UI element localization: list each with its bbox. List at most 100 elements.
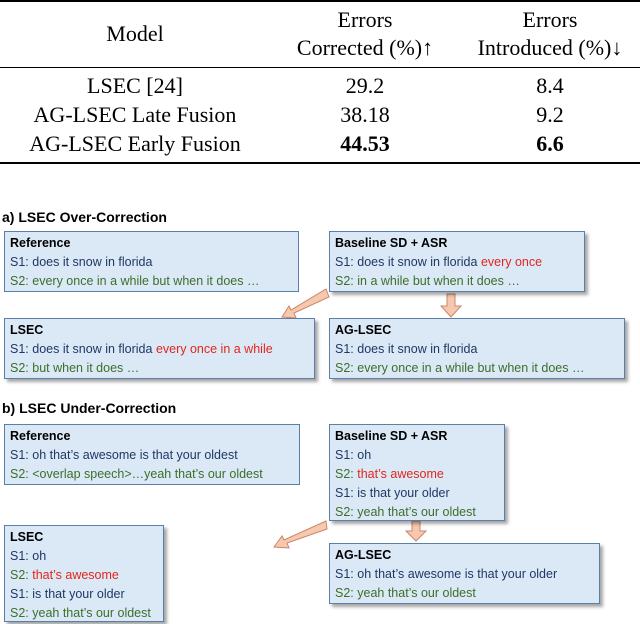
speaker-label: S1: [10, 342, 29, 356]
box-title: Reference [10, 236, 71, 250]
transcript-text: oh [357, 448, 372, 462]
box-b-aglsec: AG-LSEC S1: oh that’s awesome is that yo… [329, 543, 600, 604]
speaker-label: S2: [335, 505, 354, 519]
speaker-line-s1: S1: does it snow in florida [10, 253, 293, 272]
speaker-line-4: S2: yeah that’s our oldest [335, 503, 499, 522]
header-introduced-line2: Introduced (%)↓ [477, 35, 623, 60]
box-a-aglsec: AG-LSEC S1: does it snow in florida S2: … [329, 318, 625, 379]
transcript-text: oh that’s awesome is that your oldest [32, 448, 238, 462]
section-a-title: a) LSEC Over-Correction [2, 209, 167, 225]
speaker-label: S2: [10, 361, 29, 375]
box-title: LSEC [10, 530, 44, 544]
speaker-label: S2: [335, 274, 354, 288]
transcript-text: does it snow in florida [357, 255, 478, 269]
speaker-line-s2: S2: every once in a while but when it do… [10, 272, 293, 291]
row-early-fusion-introduced: 6.6 [536, 131, 564, 156]
row-early-fusion-corrected: 44.53 [340, 131, 390, 156]
speaker-line-1: S1: oh [10, 547, 158, 566]
transcript-text: in a while but when it does … [357, 274, 520, 288]
speaker-label: S2: [10, 606, 29, 620]
transcript-text: does it snow in florida [357, 342, 478, 356]
box-b-baseline: Baseline SD + ASR S1: oh S2: that’s awes… [329, 424, 505, 521]
box-a-baseline: Baseline SD + ASR S1: does it snow in fl… [329, 231, 585, 292]
speaker-line-1: S1: oh [335, 446, 499, 465]
speaker-line-s1: S1: oh that’s awesome is that your older [335, 565, 594, 584]
box-title: LSEC [10, 323, 44, 337]
transcript-text: every once in a while but when it does … [32, 274, 260, 288]
transcript-text: yeah that’s our oldest [357, 505, 476, 519]
box-b-lsec: LSEC S1: oh S2: that’s awesome S1: is th… [4, 525, 164, 622]
speaker-label: S2: [335, 467, 354, 481]
speaker-line-s2: S2: but when it does … [10, 359, 309, 378]
row-early-fusion-model: AG-LSEC Early Fusion [29, 131, 241, 156]
speaker-label: S2: [10, 568, 29, 582]
transcript-text: does it snow in florida [32, 255, 153, 269]
results-table: Model Errors Corrected (%)↑ Errors Intro… [0, 0, 640, 165]
transcript-text: every once in a while but when it does … [357, 361, 585, 375]
box-title: AG-LSEC [335, 548, 392, 562]
speaker-line-s1: S1: oh that’s awesome is that your oldes… [10, 446, 294, 465]
header-model: Model [106, 21, 164, 46]
transcript-text: does it snow in florida [32, 342, 153, 356]
speaker-label: S1: [335, 448, 354, 462]
header-introduced-line1: Errors [522, 7, 578, 32]
speaker-line-2: S2: that’s awesome [10, 566, 158, 585]
speaker-label: S2: [335, 586, 354, 600]
speaker-line-s1: S1: does it snow in florida every once [335, 253, 579, 272]
box-a-reference: Reference S1: does it snow in florida S2… [4, 231, 299, 292]
speaker-line-s2: S2: <overlap speech>…yeah that’s our old… [10, 465, 294, 484]
transcript-text: but when it does … [32, 361, 140, 375]
speaker-line-s2: S2: in a while but when it does … [335, 272, 579, 291]
box-a-lsec: LSEC S1: does it snow in florida every o… [4, 318, 315, 379]
transcript-text: oh that’s awesome is that your older [357, 567, 558, 581]
speaker-label: S1: [10, 549, 29, 563]
speaker-label: S2: [335, 361, 354, 375]
error-text: that’s awesome [357, 467, 444, 481]
speaker-label: S1: [10, 587, 29, 601]
transcript-text: <overlap speech>…yeah that’s our oldest [32, 467, 263, 481]
speaker-label: S1: [335, 486, 354, 500]
box-title: Reference [10, 429, 71, 443]
box-b-reference: Reference S1: oh that’s awesome is that … [4, 424, 300, 485]
row-late-fusion-corrected: 38.18 [340, 102, 390, 127]
speaker-label: S2: [10, 274, 29, 288]
transcript-text: oh [32, 549, 47, 563]
speaker-line-s1: S1: does it snow in florida every once i… [10, 340, 309, 359]
row-late-fusion-introduced: 9.2 [536, 102, 564, 127]
table-header-rule [0, 67, 640, 68]
transcript-text: is that your older [357, 486, 450, 500]
box-title: AG-LSEC [335, 323, 392, 337]
arrow-a-baseline-to-lsec [281, 288, 330, 319]
row-lsec-model: LSEC [24] [87, 73, 183, 98]
table-top-rule [0, 0, 640, 2]
speaker-line-s2: S2: yeah that’s our oldest [335, 584, 594, 603]
speaker-label: S1: [10, 255, 29, 269]
speaker-line-4: S2: yeah that’s our oldest [10, 604, 158, 623]
arrow-b-baseline-to-aglsec [404, 520, 428, 542]
arrow-a-baseline-to-aglsec [439, 293, 463, 318]
speaker-line-3: S1: is that your older [335, 484, 499, 503]
error-text: that’s awesome [32, 568, 119, 582]
speaker-label: S1: [10, 448, 29, 462]
row-lsec-introduced: 8.4 [536, 73, 564, 98]
row-late-fusion-model: AG-LSEC Late Fusion [33, 102, 237, 127]
header-corrected-line1: Errors [337, 7, 393, 32]
speaker-label: S1: [335, 255, 354, 269]
error-text: every once [480, 255, 543, 269]
section-b-title: b) LSEC Under-Correction [2, 400, 177, 416]
speaker-label: S2: [10, 467, 29, 481]
transcript-text: yeah that’s our oldest [357, 586, 476, 600]
speaker-label: S1: [335, 342, 354, 356]
box-title: Baseline SD + ASR [335, 236, 448, 250]
speaker-line-s1: S1: does it snow in florida [335, 340, 619, 359]
transcript-text: yeah that’s our oldest [32, 606, 151, 620]
arrow-b-baseline-to-lsec [273, 520, 328, 549]
box-title: Baseline SD + ASR [335, 429, 448, 443]
speaker-line-s2: S2: every once in a while but when it do… [335, 359, 619, 378]
transcript-text: is that your older [32, 587, 125, 601]
table-bottom-rule [0, 162, 640, 164]
row-lsec-corrected: 29.2 [345, 73, 385, 98]
error-text: every once in a while [155, 342, 273, 356]
header-corrected-line2: Corrected (%)↑ [296, 35, 434, 60]
